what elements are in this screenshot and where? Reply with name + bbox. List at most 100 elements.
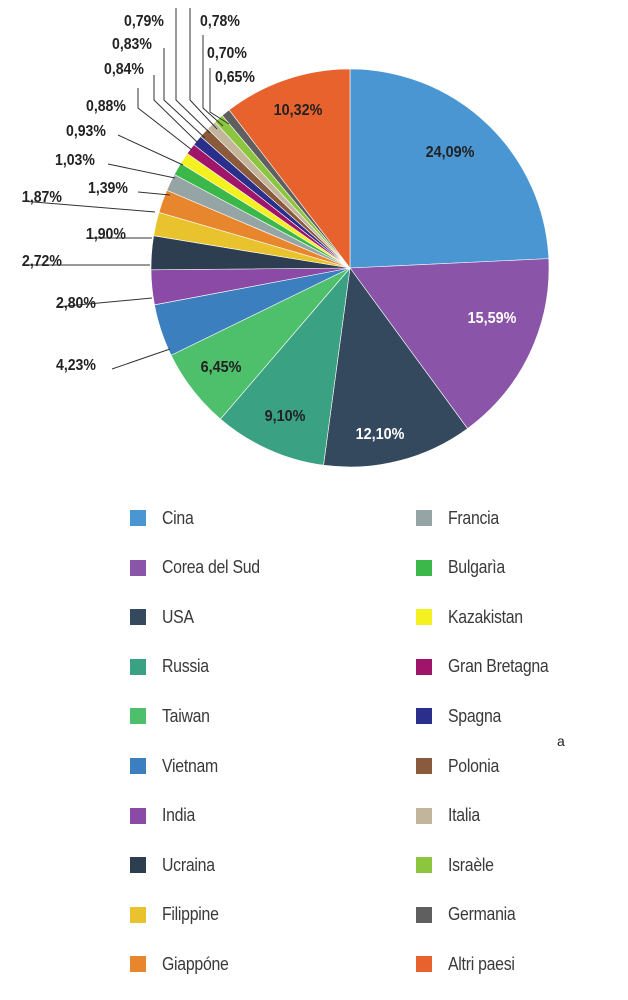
legend-item: Ucraina [130, 854, 222, 876]
slice-label: 24,09% [426, 143, 475, 161]
legend-item: Italia [416, 805, 484, 827]
legend-label: Kazakistan [448, 606, 523, 627]
legend-swatch [130, 956, 146, 973]
pie-slice-cina [349, 68, 550, 269]
legend-label: Altri paesi [448, 953, 515, 974]
leader-line [55, 297, 153, 308]
leader-line [202, 35, 224, 127]
legend-swatch [130, 559, 146, 576]
slice-label: 9,10% [265, 407, 306, 425]
legend-swatch [416, 658, 432, 675]
slice-label: 1,87% [22, 188, 62, 206]
legend-swatch [416, 956, 432, 973]
leader-line [163, 48, 206, 139]
legend-label: Cina [162, 507, 194, 528]
slice-label: 15,59% [468, 309, 517, 327]
legend-label: Italia [448, 805, 480, 826]
legend-item: Spagna [416, 705, 508, 727]
legend-swatch [416, 758, 432, 774]
legend-swatch [416, 807, 432, 824]
legend-item: Cina [130, 507, 198, 529]
legend-swatch [416, 708, 432, 725]
legend-label: Francia [448, 507, 499, 528]
pie-slice-usa [323, 267, 468, 468]
leader-line [189, 8, 218, 130]
pie-chart: 24,09% 15,59% 12,10% 9,10% 6,45% 4,23% 2,80% 2,… [21, 8, 550, 468]
legend-item: Kazakistan [416, 606, 533, 628]
legend-item: Filippine [130, 904, 226, 926]
legend-swatch [130, 906, 146, 923]
legend-label: Spagna [448, 705, 502, 726]
legend-swatch [416, 906, 432, 923]
legend: Cina Corea del Sud USA Russia Taiwan Vietnam I… [0, 500, 628, 990]
pie-slices [150, 68, 550, 468]
slice-label: 0,83% [112, 35, 152, 53]
legend-label: Russia [162, 656, 209, 677]
leader-line [111, 348, 171, 370]
slice-label: 2,72% [22, 252, 62, 270]
legend-label: India [162, 805, 196, 826]
legend-item: Polonia [416, 755, 506, 777]
leader-lines [21, 8, 230, 370]
legend-item: Francia [416, 507, 506, 529]
legend-item: Altri paesi [416, 953, 524, 975]
legend-swatch [130, 857, 146, 874]
legend-swatch [130, 807, 146, 824]
legend-swatch [130, 658, 146, 675]
leader-line [137, 191, 171, 196]
legend-label: USA [162, 606, 194, 627]
slice-label: 1,03% [55, 151, 95, 169]
slice-label: 0,93% [66, 122, 106, 140]
legend-swatch [130, 758, 146, 774]
slice-label: 10,32% [274, 101, 323, 119]
slice-label: 4,23% [56, 356, 96, 374]
legend-label: Filippine [162, 904, 219, 925]
legend-label: Polonia [448, 755, 499, 776]
slice-label: 0,79% [124, 12, 164, 30]
legend-item: Giappóne [130, 953, 238, 975]
slice-label: 1,90% [86, 225, 126, 243]
slice-label: 0,78% [200, 12, 240, 30]
legend-label: Corea del Sud [162, 557, 260, 578]
legend-item: Bulgarìa [416, 557, 513, 579]
slice-label: 2,80% [56, 294, 96, 312]
slice-label: 0,70% [207, 44, 247, 62]
legend-label: Germania [448, 904, 516, 925]
pie-slice-russia [220, 267, 351, 466]
legend-item: Russia [130, 656, 215, 678]
legend-label: Bulgarìa [448, 557, 505, 578]
legend-item: USA [130, 606, 198, 628]
slice-label: 12,10% [356, 425, 405, 443]
leader-line [21, 200, 156, 213]
slice-label: 0,88% [86, 97, 126, 115]
slice-label: 1,39% [88, 179, 128, 197]
legend-swatch [416, 559, 432, 576]
legend-label: Gran Bretagna [448, 656, 549, 677]
legend-swatch [130, 510, 146, 526]
legend-swatch [416, 510, 432, 526]
legend-swatch [130, 609, 146, 626]
pie-slice-corea-del-sud [349, 258, 550, 429]
legend-label: Israèle [448, 854, 494, 875]
slice-label: 6,45% [201, 358, 242, 376]
slice-label: 0,84% [104, 60, 144, 78]
legend-swatch [416, 609, 432, 626]
legend-label: Vietnam [162, 755, 218, 776]
legend-item: Germania [416, 904, 525, 926]
slice-labels: 24,09% 15,59% 12,10% 9,10% 6,45% 4,23% 2,80% 2,… [22, 12, 517, 443]
legend-label: Giappóne [162, 953, 229, 974]
legend-item: Gran Bretagna [416, 656, 562, 678]
leader-line [107, 163, 176, 179]
leader-line [137, 88, 193, 151]
leader-line [209, 68, 230, 125]
stray-text: a [557, 733, 565, 749]
legend-swatch [130, 708, 146, 725]
legend-swatch [416, 857, 432, 874]
legend-item: India [130, 805, 200, 827]
leader-line [175, 8, 211, 134]
legend-item: Taiwan [130, 705, 216, 727]
legend-label: Taiwan [162, 705, 210, 726]
legend-item: Israèle [416, 854, 500, 876]
legend-label: Ucraina [162, 854, 215, 875]
pie-slice-altri-paesi [228, 68, 351, 269]
